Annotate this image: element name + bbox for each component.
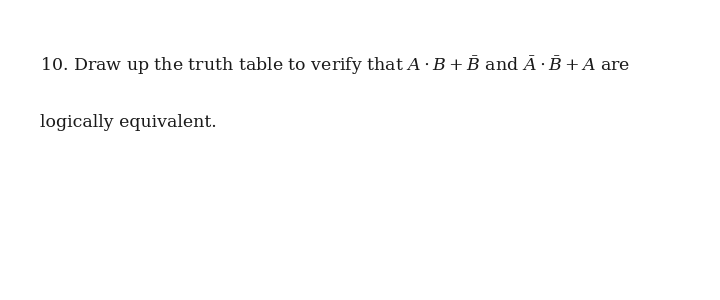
Text: logically equivalent.: logically equivalent. xyxy=(40,114,216,131)
Text: 10. Draw up the truth table to verify that $A \cdot B + \bar{B}$ and $\bar{A} \c: 10. Draw up the truth table to verify th… xyxy=(40,54,630,77)
